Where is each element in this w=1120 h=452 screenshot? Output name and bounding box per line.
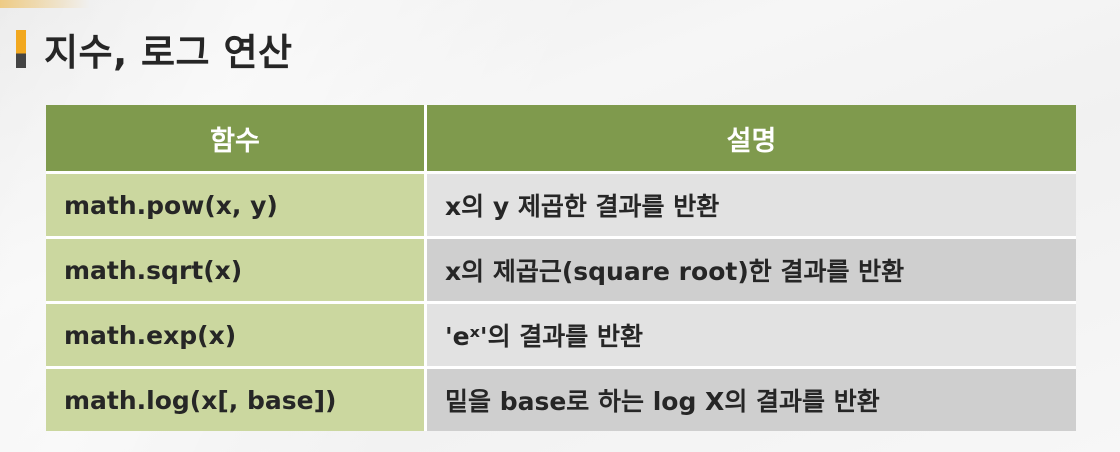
description-cell: 밑을 base로 하는 log X의 결과를 반환 <box>427 369 1076 431</box>
description-cell: 'eˣ'의 결과를 반환 <box>427 304 1076 369</box>
page-title: 지수, 로그 연산 <box>44 31 293 74</box>
table-row: math.log(x[, base]) 밑을 base로 하는 log X의 결… <box>46 369 1076 431</box>
table-row: math.sqrt(x) x의 제곱근(square root)한 결과를 반환 <box>46 239 1076 304</box>
table-header-row: 함수 설명 <box>46 105 1076 174</box>
function-cell: math.log(x[, base]) <box>46 369 427 431</box>
function-cell: math.sqrt(x) <box>46 239 427 304</box>
header-description: 설명 <box>427 105 1076 174</box>
table-row: math.exp(x) 'eˣ'의 결과를 반환 <box>46 304 1076 369</box>
description-cell: x의 제곱근(square root)한 결과를 반환 <box>427 239 1076 304</box>
table-row: math.pow(x, y) x의 y 제곱한 결과를 반환 <box>46 174 1076 239</box>
function-cell: math.exp(x) <box>46 304 427 369</box>
function-cell: math.pow(x, y) <box>46 174 427 239</box>
description-cell: x의 y 제곱한 결과를 반환 <box>427 174 1076 239</box>
title-accent-bar <box>16 30 26 68</box>
function-table: 함수 설명 math.pow(x, y) x의 y 제곱한 결과를 반환 mat… <box>46 105 1076 431</box>
corner-accent <box>0 0 90 8</box>
header-function: 함수 <box>46 105 427 174</box>
slide-title: 지수, 로그 연산 <box>16 22 293 76</box>
